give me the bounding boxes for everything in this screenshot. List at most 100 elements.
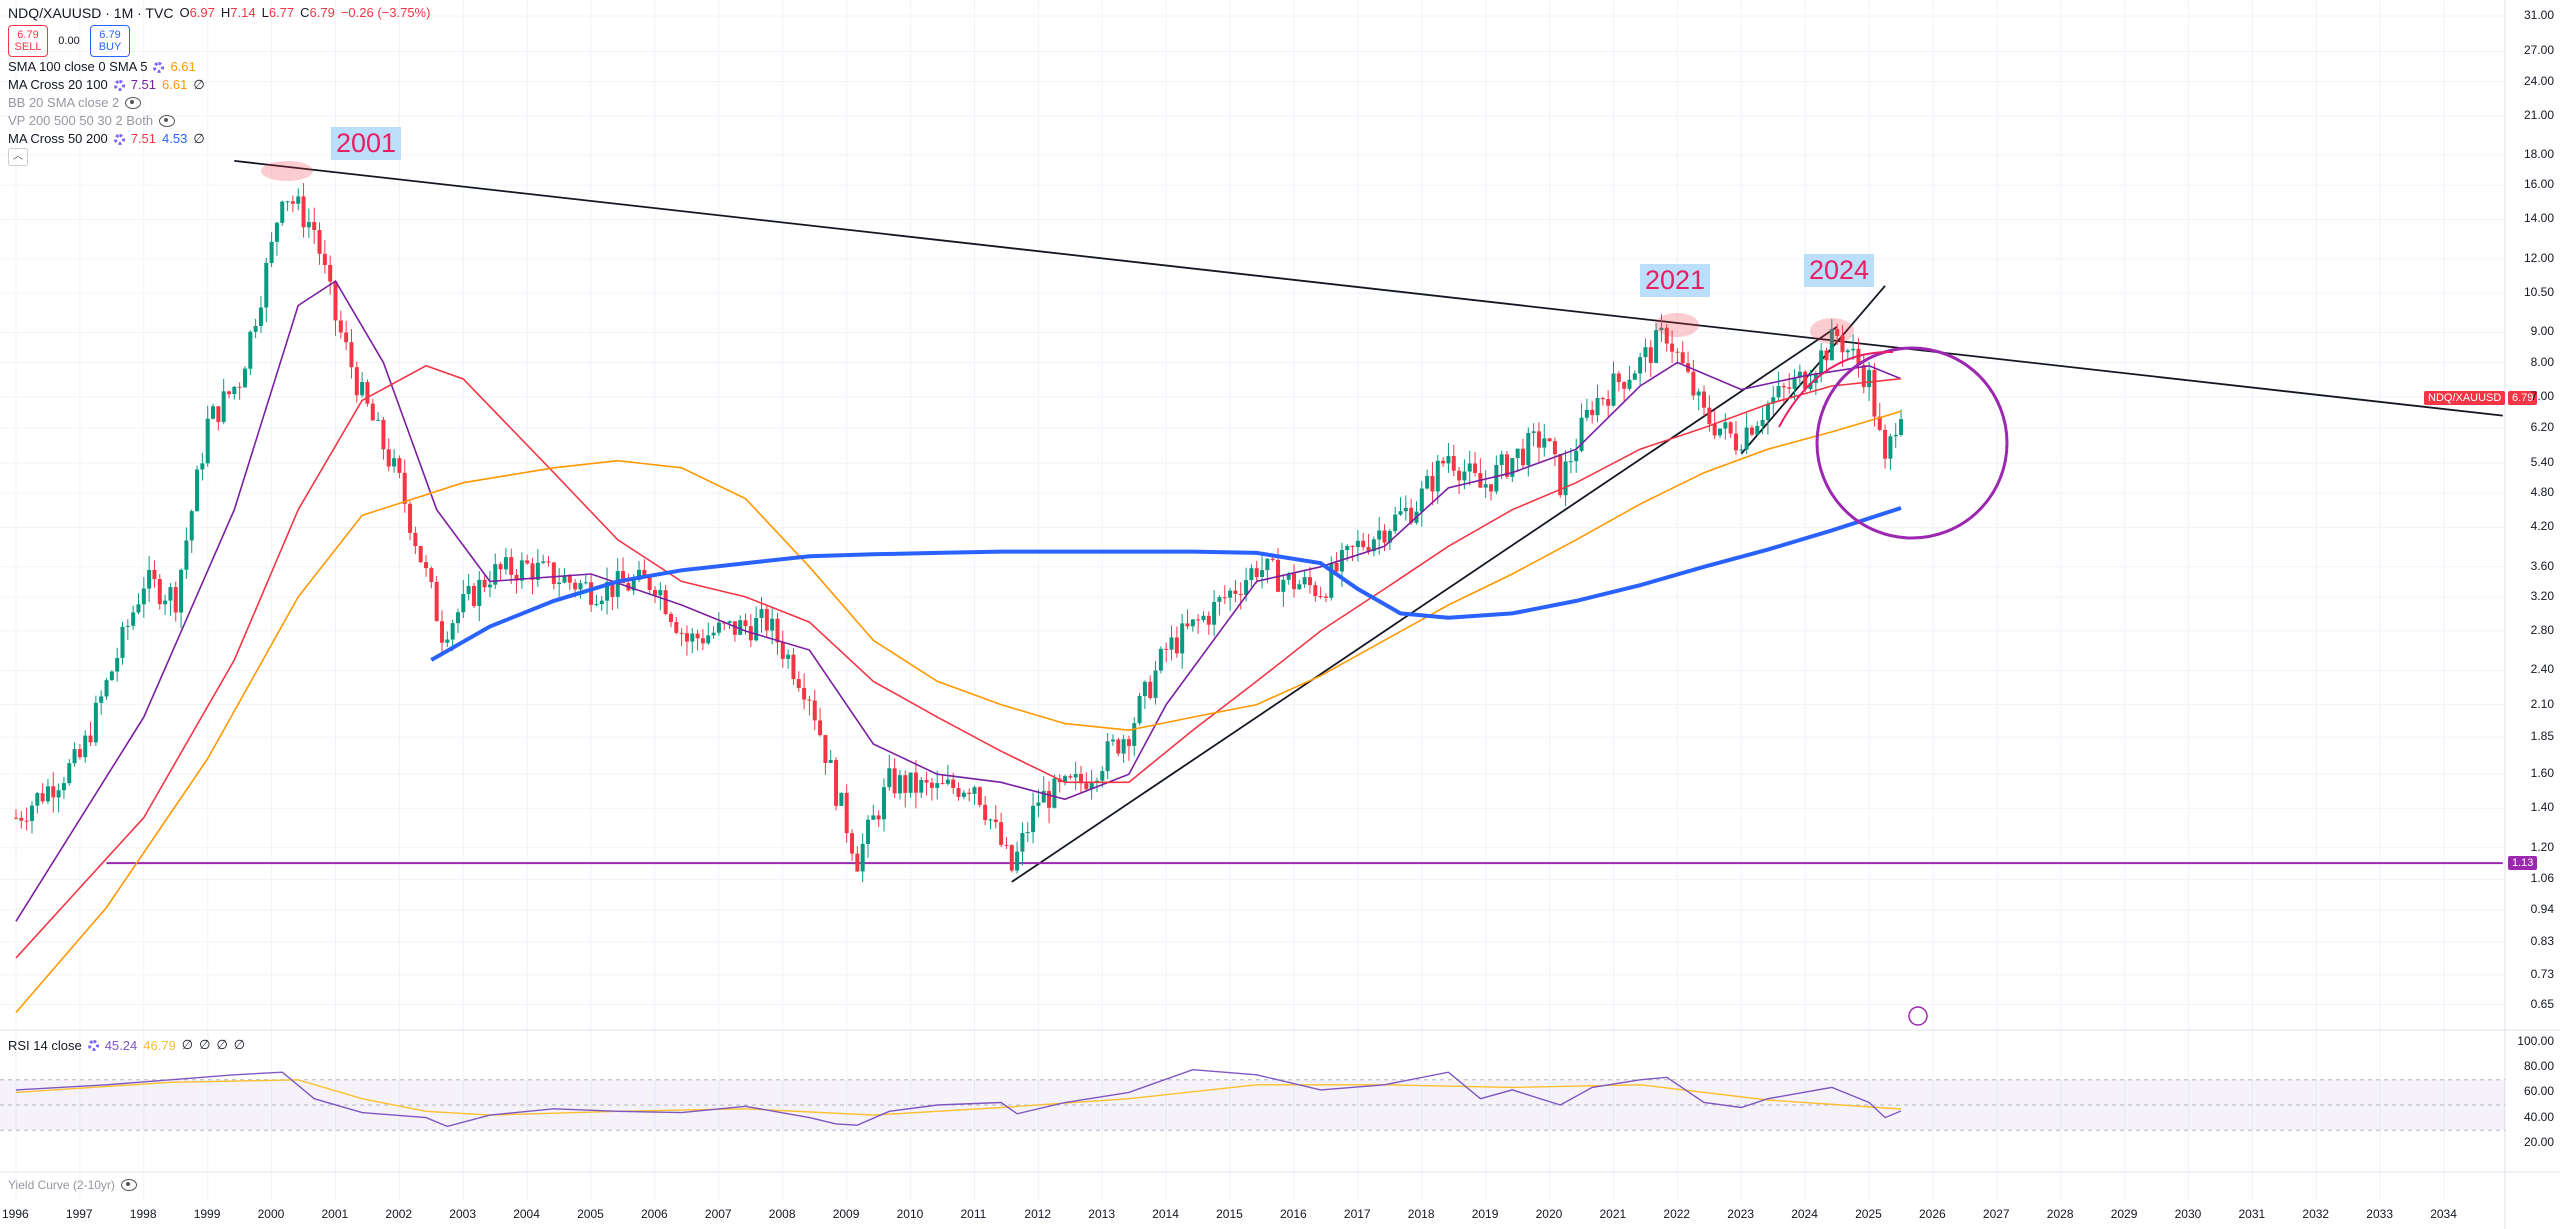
candle-body [1883,429,1888,459]
settings-icon[interactable] [113,79,125,91]
hidden-eye-icon[interactable] [159,115,176,127]
hidden-eye-icon[interactable] [120,1179,137,1191]
candle-body [615,571,620,597]
candle-body [828,759,833,763]
candle-body [1574,450,1579,462]
symbol-label[interactable]: NDQ/XAUUSD · 1M · TVC [8,5,174,21]
candle-body [253,326,258,332]
candle-body [290,201,295,204]
candle-body [493,564,498,585]
price-tick-label: 24.00 [2523,73,2554,88]
badge-symbol: NDQ/XAUUSD [2428,392,2502,404]
candle-body [1702,391,1707,408]
trendline [1740,285,1886,455]
candle-body [1654,330,1659,363]
settings-icon[interactable] [113,133,125,145]
candle-body [807,699,812,701]
candle-body [621,571,626,584]
candle-body [573,582,578,590]
candle-body [349,342,354,368]
sell-button[interactable]: 6.79 SELL [8,25,48,57]
candle-body [35,793,40,806]
candle-body [961,792,966,797]
candle-body [301,196,306,228]
level-value: 1.13 [2512,857,2534,869]
indicator-row-macross-20-100[interactable]: MA Cross 20 100 7.51 6.61 ∅ [8,76,430,94]
trendline-layer [106,160,2503,883]
candle-body [732,621,737,635]
buy-button[interactable]: 6.79 BUY [90,25,130,57]
candle-body [312,222,317,231]
indicator-row-bb[interactable]: BB 20 SMA close 2 [8,94,430,112]
ma-line-ma50 [15,364,1902,959]
candle-body [344,332,349,343]
indicator-value: 7.51 [130,131,157,146]
hidden-eye-icon[interactable] [125,97,142,109]
candle-body [487,584,492,588]
candle-body [1387,531,1392,543]
price-tick-label: 9.00 [2530,324,2554,339]
candle-body [919,779,924,793]
candle-body [317,230,322,254]
candle-body [1068,776,1073,778]
candle-body [1137,696,1142,724]
candle-body [445,639,450,643]
indicator-value: 4.53 [162,131,188,146]
candle-body [866,819,870,844]
indicator-row-macross-50-200[interactable]: MA Cross 50 200 7.51 4.53 ∅ [8,130,430,148]
rsi-extra-value: ∅ [216,1037,228,1052]
price-tick-label: 1.60 [2530,766,2554,781]
time-tick-label: 2001 [321,1207,349,1221]
candle-body [125,625,130,627]
price-tick-label: 18.00 [2523,147,2554,162]
indicator-row-vp[interactable]: VP 200 500 50 30 2 Both [8,112,430,130]
rsi-label: RSI 14 close [8,1037,82,1053]
settings-icon[interactable] [87,1039,99,1051]
candle-body [706,635,711,644]
candle-body [274,222,279,242]
trade-buttons: 6.79 SELL 0.00 6.79 BUY [8,24,430,58]
candle-body [1350,546,1355,548]
price-tick-label: 1.40 [2530,800,2554,815]
candle-body [1052,778,1057,808]
candle-body [1217,597,1222,602]
indicator-label: MA Cross 50 200 [8,131,108,146]
chevron-up-icon[interactable]: ︿ [8,148,28,166]
annotation-label-2021[interactable]: 2021 [1640,264,1711,297]
time-tick-label: 2018 [1407,1207,1435,1221]
settings-icon[interactable] [153,61,165,73]
yield-curve-label: Yield Curve (2-10yr) [8,1178,115,1192]
time-tick-label: 2017 [1343,1207,1371,1221]
time-tick-label: 2032 [2302,1207,2330,1221]
time-tick-label: 2011 [960,1207,987,1221]
alert-icon [1908,1006,1928,1026]
price-tick-label: 2.80 [2530,623,2554,638]
annotation-label-2024[interactable]: 2024 [1804,254,1875,287]
time-tick-label: 2015 [1216,1207,1243,1221]
annotation-label-2001[interactable]: 2001 [331,127,402,160]
indicator-value: 7.51 [130,77,157,92]
time-tick-label: 2014 [1152,1207,1179,1221]
candle-body [1851,348,1856,351]
time-tick-label: 2024 [1791,1207,1818,1221]
candle-body [1009,845,1014,871]
candle-body [509,557,514,575]
candle-body [1281,579,1286,592]
candle-body [786,654,791,659]
candle-body [1505,454,1509,477]
price-tick-label: 2.40 [2530,662,2554,677]
candle-body [1776,386,1781,398]
candle-body [1185,623,1190,627]
candle-body [525,560,530,564]
candle-body [99,696,104,703]
indicator-row-sma100[interactable]: SMA 100 close 0 SMA 5 6.61 [8,58,430,76]
candle-body [589,582,594,605]
candle-body [93,702,98,743]
candle-body [1025,832,1030,834]
candle-body [1377,530,1382,540]
time-tick-label: 2031 [2238,1207,2266,1221]
candle-body [1446,456,1451,464]
candle-body [381,419,386,450]
candle-body [397,458,402,473]
